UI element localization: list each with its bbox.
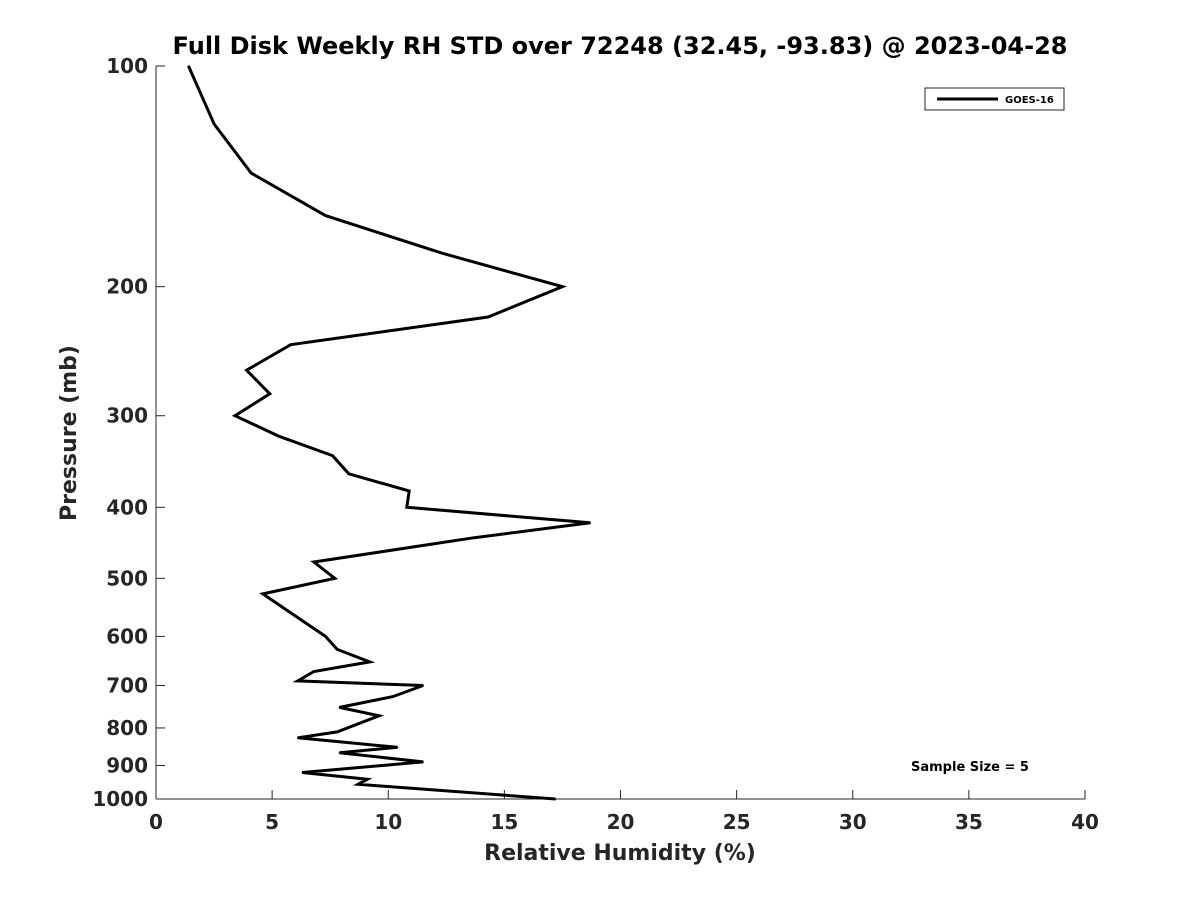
series-lines xyxy=(187,65,592,801)
x-tick-label: 20 xyxy=(607,810,635,834)
legend-label-goes-16: GOES-16 xyxy=(1005,95,1054,106)
x-tick-label: 30 xyxy=(839,810,867,834)
data-point xyxy=(406,506,408,509)
data-point xyxy=(338,752,341,754)
data-point xyxy=(554,798,557,800)
data-point xyxy=(422,761,424,763)
data-point xyxy=(324,635,327,638)
y-tick-label: 400 xyxy=(106,495,148,519)
y-tick-label: 700 xyxy=(106,673,148,697)
data-point xyxy=(408,490,410,492)
y-tick-label: 100 xyxy=(106,54,148,78)
data-point xyxy=(378,714,380,717)
data-point xyxy=(250,172,253,174)
y-axis-ticks: 100 200 300 400 500 600 700 800 900 1000 xyxy=(92,54,165,811)
data-point xyxy=(334,577,336,580)
y-tick-label: 200 xyxy=(106,275,148,299)
data-point xyxy=(301,771,304,774)
data-point xyxy=(234,414,236,417)
data-point xyxy=(473,536,475,539)
data-point xyxy=(338,706,341,709)
x-tick-label: 5 xyxy=(265,810,279,834)
y-tick-label: 800 xyxy=(106,716,148,740)
x-tick-label: 25 xyxy=(723,810,751,834)
data-point xyxy=(422,684,424,687)
data-point xyxy=(487,316,489,318)
data-point xyxy=(336,648,338,651)
data-point xyxy=(313,561,315,563)
plot-area xyxy=(156,66,1085,799)
data-point xyxy=(313,670,315,673)
y-tick-label: 900 xyxy=(106,753,148,777)
series-line-goes-16 xyxy=(187,65,591,801)
data-point xyxy=(262,593,264,595)
data-point xyxy=(357,783,359,786)
data-point xyxy=(368,661,371,663)
x-tick-label: 10 xyxy=(374,810,402,834)
data-point xyxy=(589,522,592,524)
data-point xyxy=(289,343,292,346)
data-point xyxy=(187,65,190,67)
y-tick-label: 300 xyxy=(106,404,148,428)
x-axis-label: Relative Humidity (%) xyxy=(484,841,756,866)
y-tick-label: 1000 xyxy=(92,787,148,811)
x-tick-label: 0 xyxy=(149,810,163,834)
data-point xyxy=(347,472,350,475)
chart-title: Full Disk Weekly RH STD over 72248 (32.4… xyxy=(173,32,1068,60)
data-point xyxy=(324,214,327,217)
y-axis-label: Pressure (mb) xyxy=(57,345,82,521)
data-point xyxy=(269,392,271,395)
y-tick-label: 600 xyxy=(106,624,148,648)
data-point xyxy=(213,123,215,125)
sample-size-annotation: Sample Size = 5 xyxy=(911,760,1029,775)
data-point xyxy=(278,435,280,438)
data-point xyxy=(296,736,299,739)
data-point xyxy=(440,252,443,254)
data-point xyxy=(292,613,294,616)
x-tick-label: 40 xyxy=(1071,810,1099,834)
x-tick-label: 15 xyxy=(490,810,518,834)
data-point xyxy=(366,778,369,781)
data-point xyxy=(336,731,338,733)
data-point xyxy=(396,746,399,749)
data-point xyxy=(245,369,248,371)
data-point xyxy=(392,695,394,698)
x-axis-ticks: 0 5 10 15 20 25 30 35 40 xyxy=(149,790,1099,834)
legend: GOES-16 xyxy=(924,87,1065,111)
data-point xyxy=(561,285,564,288)
x-tick-label: 35 xyxy=(955,810,983,834)
data-point xyxy=(296,680,299,682)
y-tick-label: 500 xyxy=(106,566,148,590)
data-point xyxy=(331,454,334,457)
